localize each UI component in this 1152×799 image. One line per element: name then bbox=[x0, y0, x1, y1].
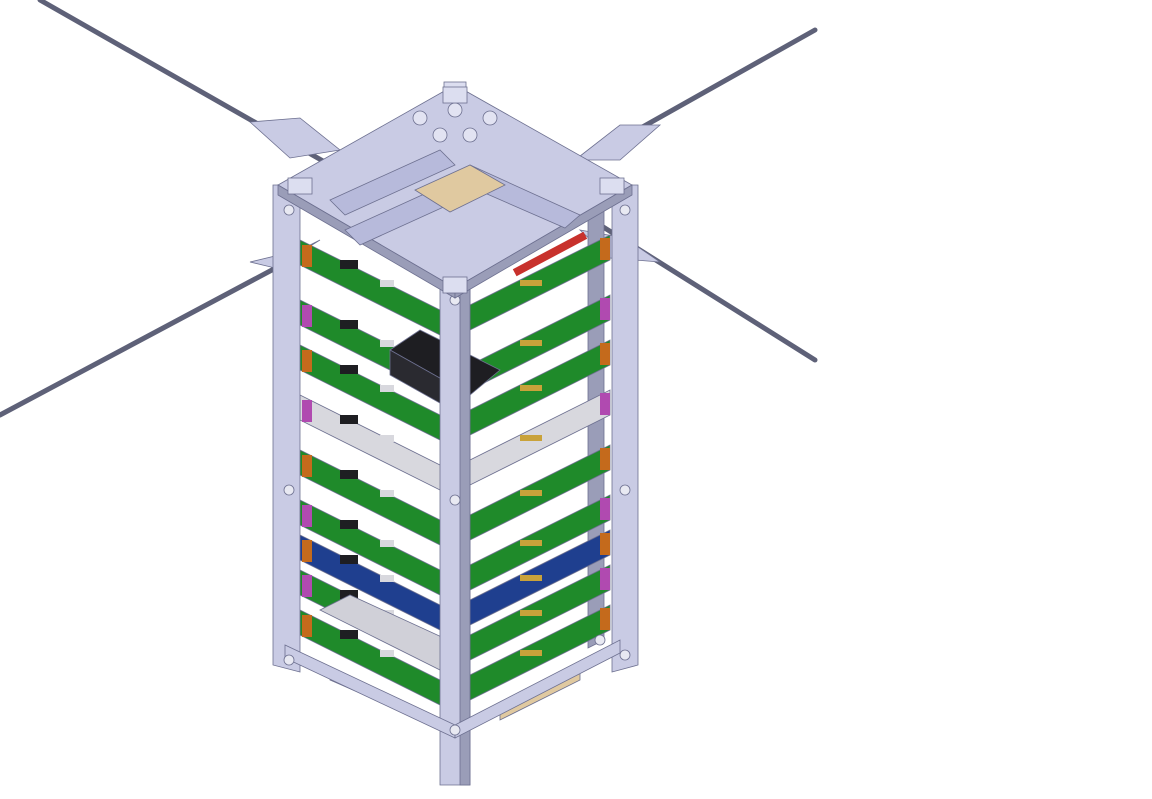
screw-2 bbox=[283, 484, 295, 496]
spacer-9-right bbox=[600, 608, 610, 630]
screw-5 bbox=[449, 494, 461, 506]
connector bbox=[380, 340, 394, 347]
top-plate-rib bbox=[329, 149, 456, 216]
spacer-8-left bbox=[302, 575, 312, 597]
rail-front-right bbox=[611, 184, 639, 673]
ic-chip bbox=[340, 260, 358, 269]
spacer-1-left bbox=[302, 245, 312, 267]
ic-chip bbox=[340, 320, 358, 329]
connector bbox=[380, 575, 394, 582]
rail-front-center-shade bbox=[459, 284, 471, 786]
connector bbox=[380, 385, 394, 392]
connector bbox=[380, 280, 394, 287]
top-plate bbox=[277, 81, 633, 299]
top-plate-boss-2 bbox=[447, 102, 463, 118]
spacer-6-right bbox=[600, 498, 610, 520]
top-plate-boss-5 bbox=[462, 127, 478, 143]
connector bbox=[380, 490, 394, 497]
rail-front-left bbox=[272, 184, 301, 673]
header-pins bbox=[520, 575, 542, 581]
antenna-hinge-2 bbox=[573, 124, 662, 161]
header-pins bbox=[520, 385, 542, 391]
ic-chip bbox=[340, 470, 358, 479]
screw-6 bbox=[449, 724, 461, 736]
corner-block-2 bbox=[442, 276, 468, 294]
connector bbox=[380, 435, 394, 442]
spacer-3-right bbox=[600, 343, 610, 365]
spacer-6-left bbox=[302, 505, 312, 527]
spacer-4-left bbox=[302, 400, 312, 422]
spacer-2-left bbox=[302, 305, 312, 327]
spacer-7-left bbox=[302, 540, 312, 562]
antenna-hinge-1 bbox=[249, 117, 341, 159]
spacer-3-left bbox=[302, 350, 312, 372]
screw-1 bbox=[283, 204, 295, 216]
spacer-4-right bbox=[600, 393, 610, 415]
top-plate-boss-4 bbox=[432, 127, 448, 143]
header-pins bbox=[520, 340, 542, 346]
screw-7 bbox=[619, 204, 631, 216]
header-pins bbox=[520, 280, 542, 286]
spacer-9-left bbox=[302, 615, 312, 637]
top-plate-boss-1 bbox=[412, 110, 428, 126]
top-plate-boss-3 bbox=[482, 110, 498, 126]
corner-block-4 bbox=[442, 86, 468, 104]
header-pins bbox=[520, 650, 542, 656]
ic-chip bbox=[340, 520, 358, 529]
ic-chip bbox=[340, 590, 358, 599]
top-sensor-pad bbox=[414, 164, 506, 213]
connector bbox=[380, 650, 394, 657]
screw-3 bbox=[283, 654, 295, 666]
header-pins bbox=[520, 435, 542, 441]
spacer-8-right bbox=[600, 568, 610, 590]
screw-8 bbox=[619, 484, 631, 496]
ic-chip bbox=[340, 415, 358, 424]
pcb-stack bbox=[299, 231, 611, 721]
corner-block-1 bbox=[287, 177, 313, 195]
spacer-5-left bbox=[302, 455, 312, 477]
ic-chip bbox=[340, 365, 358, 374]
screw-10 bbox=[594, 634, 606, 646]
connector bbox=[380, 540, 394, 547]
spacer-2-right bbox=[600, 298, 610, 320]
red-strip bbox=[512, 231, 588, 277]
ic-chip bbox=[340, 555, 358, 564]
header-pins bbox=[520, 540, 542, 546]
corner-block-3 bbox=[599, 177, 625, 195]
screw-9 bbox=[619, 649, 631, 661]
spacer-5-right bbox=[600, 448, 610, 470]
antenna-3 bbox=[0, 252, 303, 418]
ic-chip bbox=[340, 630, 358, 639]
header-pins bbox=[520, 490, 542, 496]
spacer-7-right bbox=[600, 533, 610, 555]
spacer-1-right bbox=[600, 238, 610, 260]
header-pins bbox=[520, 610, 542, 616]
